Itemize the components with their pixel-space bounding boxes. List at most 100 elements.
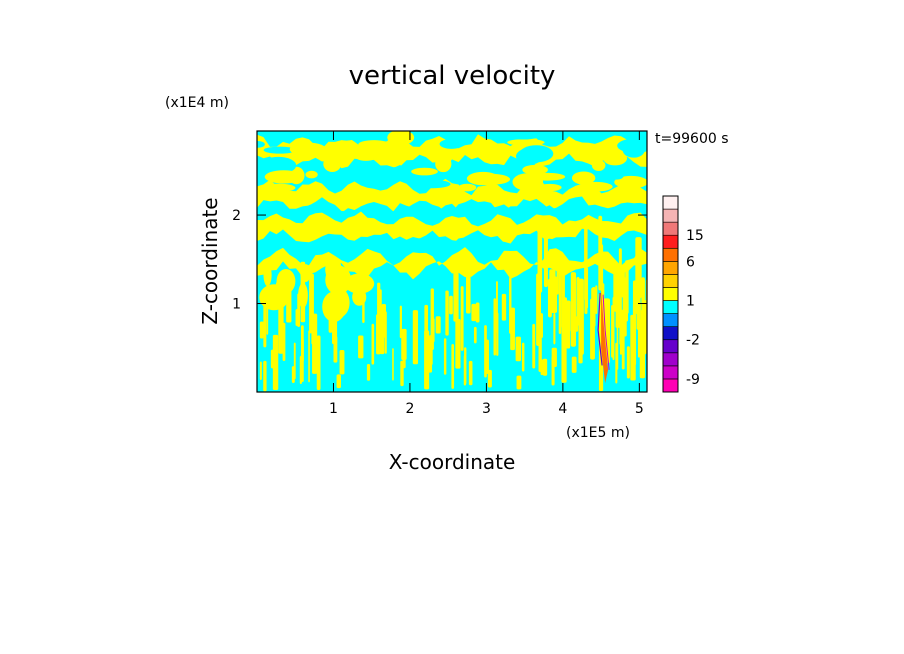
field-streak — [316, 335, 321, 391]
field-cell — [507, 139, 545, 146]
field-streak — [543, 234, 548, 288]
colorbar-segment — [662, 378, 679, 393]
field-cell — [458, 183, 477, 192]
colorbar-segment — [662, 274, 679, 288]
field-cell — [257, 141, 265, 148]
field-cell — [387, 131, 415, 146]
field-cell — [352, 147, 380, 161]
chart-title: vertical velocity — [349, 61, 556, 91]
field-streak — [516, 375, 522, 390]
field-streak — [392, 348, 394, 381]
x-tick-label: 5 — [635, 401, 644, 417]
field-streak — [263, 360, 267, 392]
field-streak — [308, 330, 310, 383]
x-axis: 1 2 3 4 5 — [329, 131, 644, 417]
field-band — [257, 247, 647, 280]
field-streak — [558, 268, 562, 335]
field-cell — [344, 273, 375, 294]
field-streak — [309, 267, 313, 334]
field-streak — [471, 303, 477, 322]
field-streak — [621, 309, 625, 370]
colorbar-segment — [662, 261, 679, 275]
field-streak — [590, 298, 595, 360]
field-streak — [570, 272, 577, 347]
field-streak — [613, 264, 619, 312]
field-cell — [579, 181, 613, 192]
y-axis-label: Z-coordinate — [198, 197, 222, 324]
field-streak — [501, 293, 507, 321]
field-streak — [551, 347, 557, 367]
field-band — [257, 165, 647, 186]
field-streak — [449, 295, 453, 315]
field-streak — [424, 304, 429, 334]
colorbar-frame — [662, 195, 679, 393]
field-cell — [263, 263, 272, 287]
field-streak — [542, 358, 548, 376]
field-band — [257, 134, 647, 169]
field-cell — [300, 264, 311, 283]
field-streak — [611, 304, 614, 358]
field-streak — [632, 303, 637, 366]
downdraft-edge — [602, 294, 610, 370]
velocity-field — [257, 131, 647, 392]
colorbar-segment — [662, 352, 679, 367]
field-streak — [401, 328, 407, 361]
field-streak — [510, 307, 515, 351]
field-streak — [435, 316, 441, 334]
field-streak — [463, 354, 467, 386]
field-streak — [445, 290, 449, 336]
field-streak — [487, 369, 492, 388]
field-streak — [424, 330, 430, 390]
plot-frame — [256, 130, 648, 393]
field-streak — [571, 356, 577, 373]
field-streak — [556, 261, 559, 295]
field-cell — [298, 282, 308, 309]
colorbar-segment — [662, 365, 679, 380]
field-cell — [336, 133, 357, 141]
x-tick-label: 2 — [405, 401, 414, 417]
field-cell — [416, 160, 430, 168]
colorbar-segment — [662, 221, 679, 236]
field-streak — [496, 281, 498, 333]
field-streak — [312, 313, 318, 374]
x-axis-label: X-coordinate — [389, 450, 516, 474]
field-streak — [431, 318, 435, 343]
field-streak — [616, 303, 619, 370]
y-unit-label: (x1E4 m) — [165, 95, 229, 111]
field-streak — [358, 335, 364, 359]
colorbar-segment — [662, 300, 679, 314]
colorbar: 15 6 1 -2 -9 — [662, 195, 704, 393]
downdraft-edge — [597, 292, 603, 366]
field-cell — [603, 151, 628, 166]
field-streak — [272, 334, 279, 391]
field-cell — [411, 167, 438, 176]
field-streak — [455, 319, 461, 369]
field-streak — [618, 248, 622, 313]
field-cell — [522, 164, 548, 175]
field-streak — [443, 338, 447, 375]
x-tick-label: 3 — [482, 401, 491, 417]
field-cell — [259, 284, 289, 311]
field-streak — [381, 304, 387, 338]
field-streak — [484, 325, 487, 378]
field-streak — [625, 260, 629, 314]
field-streak — [537, 215, 543, 293]
field-cell — [537, 183, 562, 192]
field-streak — [377, 282, 381, 336]
field-cell — [263, 146, 297, 154]
colorbar-segment — [662, 208, 679, 223]
field-streak — [293, 342, 296, 380]
field-streak — [451, 344, 455, 389]
field-streak — [595, 285, 598, 315]
colorbar-segment — [662, 339, 679, 354]
field-cell — [260, 156, 297, 175]
field-cell — [516, 148, 543, 165]
field-streak — [259, 361, 262, 380]
field-cell — [622, 142, 645, 158]
field-band — [257, 211, 647, 244]
x-unit-label: (x1E5 m) — [566, 425, 630, 441]
field-cell — [571, 171, 596, 185]
field-streak — [371, 323, 375, 365]
colorbar-segment — [662, 313, 679, 327]
field-streak — [626, 346, 630, 379]
